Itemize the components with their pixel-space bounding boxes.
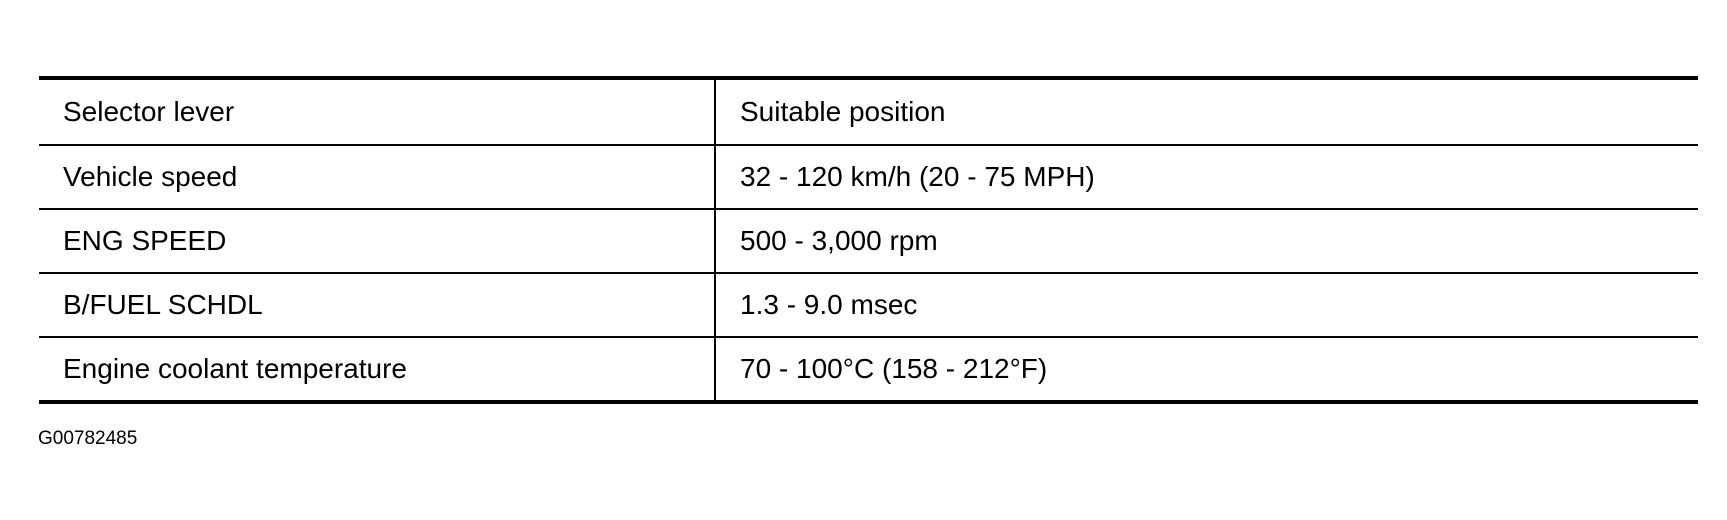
table-cell: B/FUEL SCHDL (39, 274, 716, 336)
specification-table: Selector lever Suitable position Vehicle… (39, 76, 1698, 404)
table-row: B/FUEL SCHDL 1.3 - 9.0 msec (39, 272, 1698, 336)
figure-id: G00782485 (38, 428, 138, 449)
table-cell: 32 - 120 km/h (20 - 75 MPH) (740, 161, 1095, 192)
table-row: Vehicle speed 32 - 120 km/h (20 - 75 MPH… (39, 144, 1698, 208)
table-cell: Suitable position (740, 96, 946, 127)
table-row: ENG SPEED 500 - 3,000 rpm (39, 208, 1698, 272)
table-cell: Engine coolant temperature (39, 338, 716, 400)
table-header-row: Selector lever Suitable position (39, 80, 1698, 144)
table-cell: 70 - 100°C (158 - 212°F) (740, 353, 1048, 384)
table-cell: Vehicle speed (39, 146, 716, 208)
table-row: Engine coolant temperature 70 - 100°C (1… (39, 336, 1698, 400)
table-cell: 1.3 - 9.0 msec (740, 289, 918, 320)
table-cell: Selector lever (39, 80, 716, 144)
table-cell: ENG SPEED (39, 210, 716, 272)
table-cell: 500 - 3,000 rpm (740, 225, 938, 256)
